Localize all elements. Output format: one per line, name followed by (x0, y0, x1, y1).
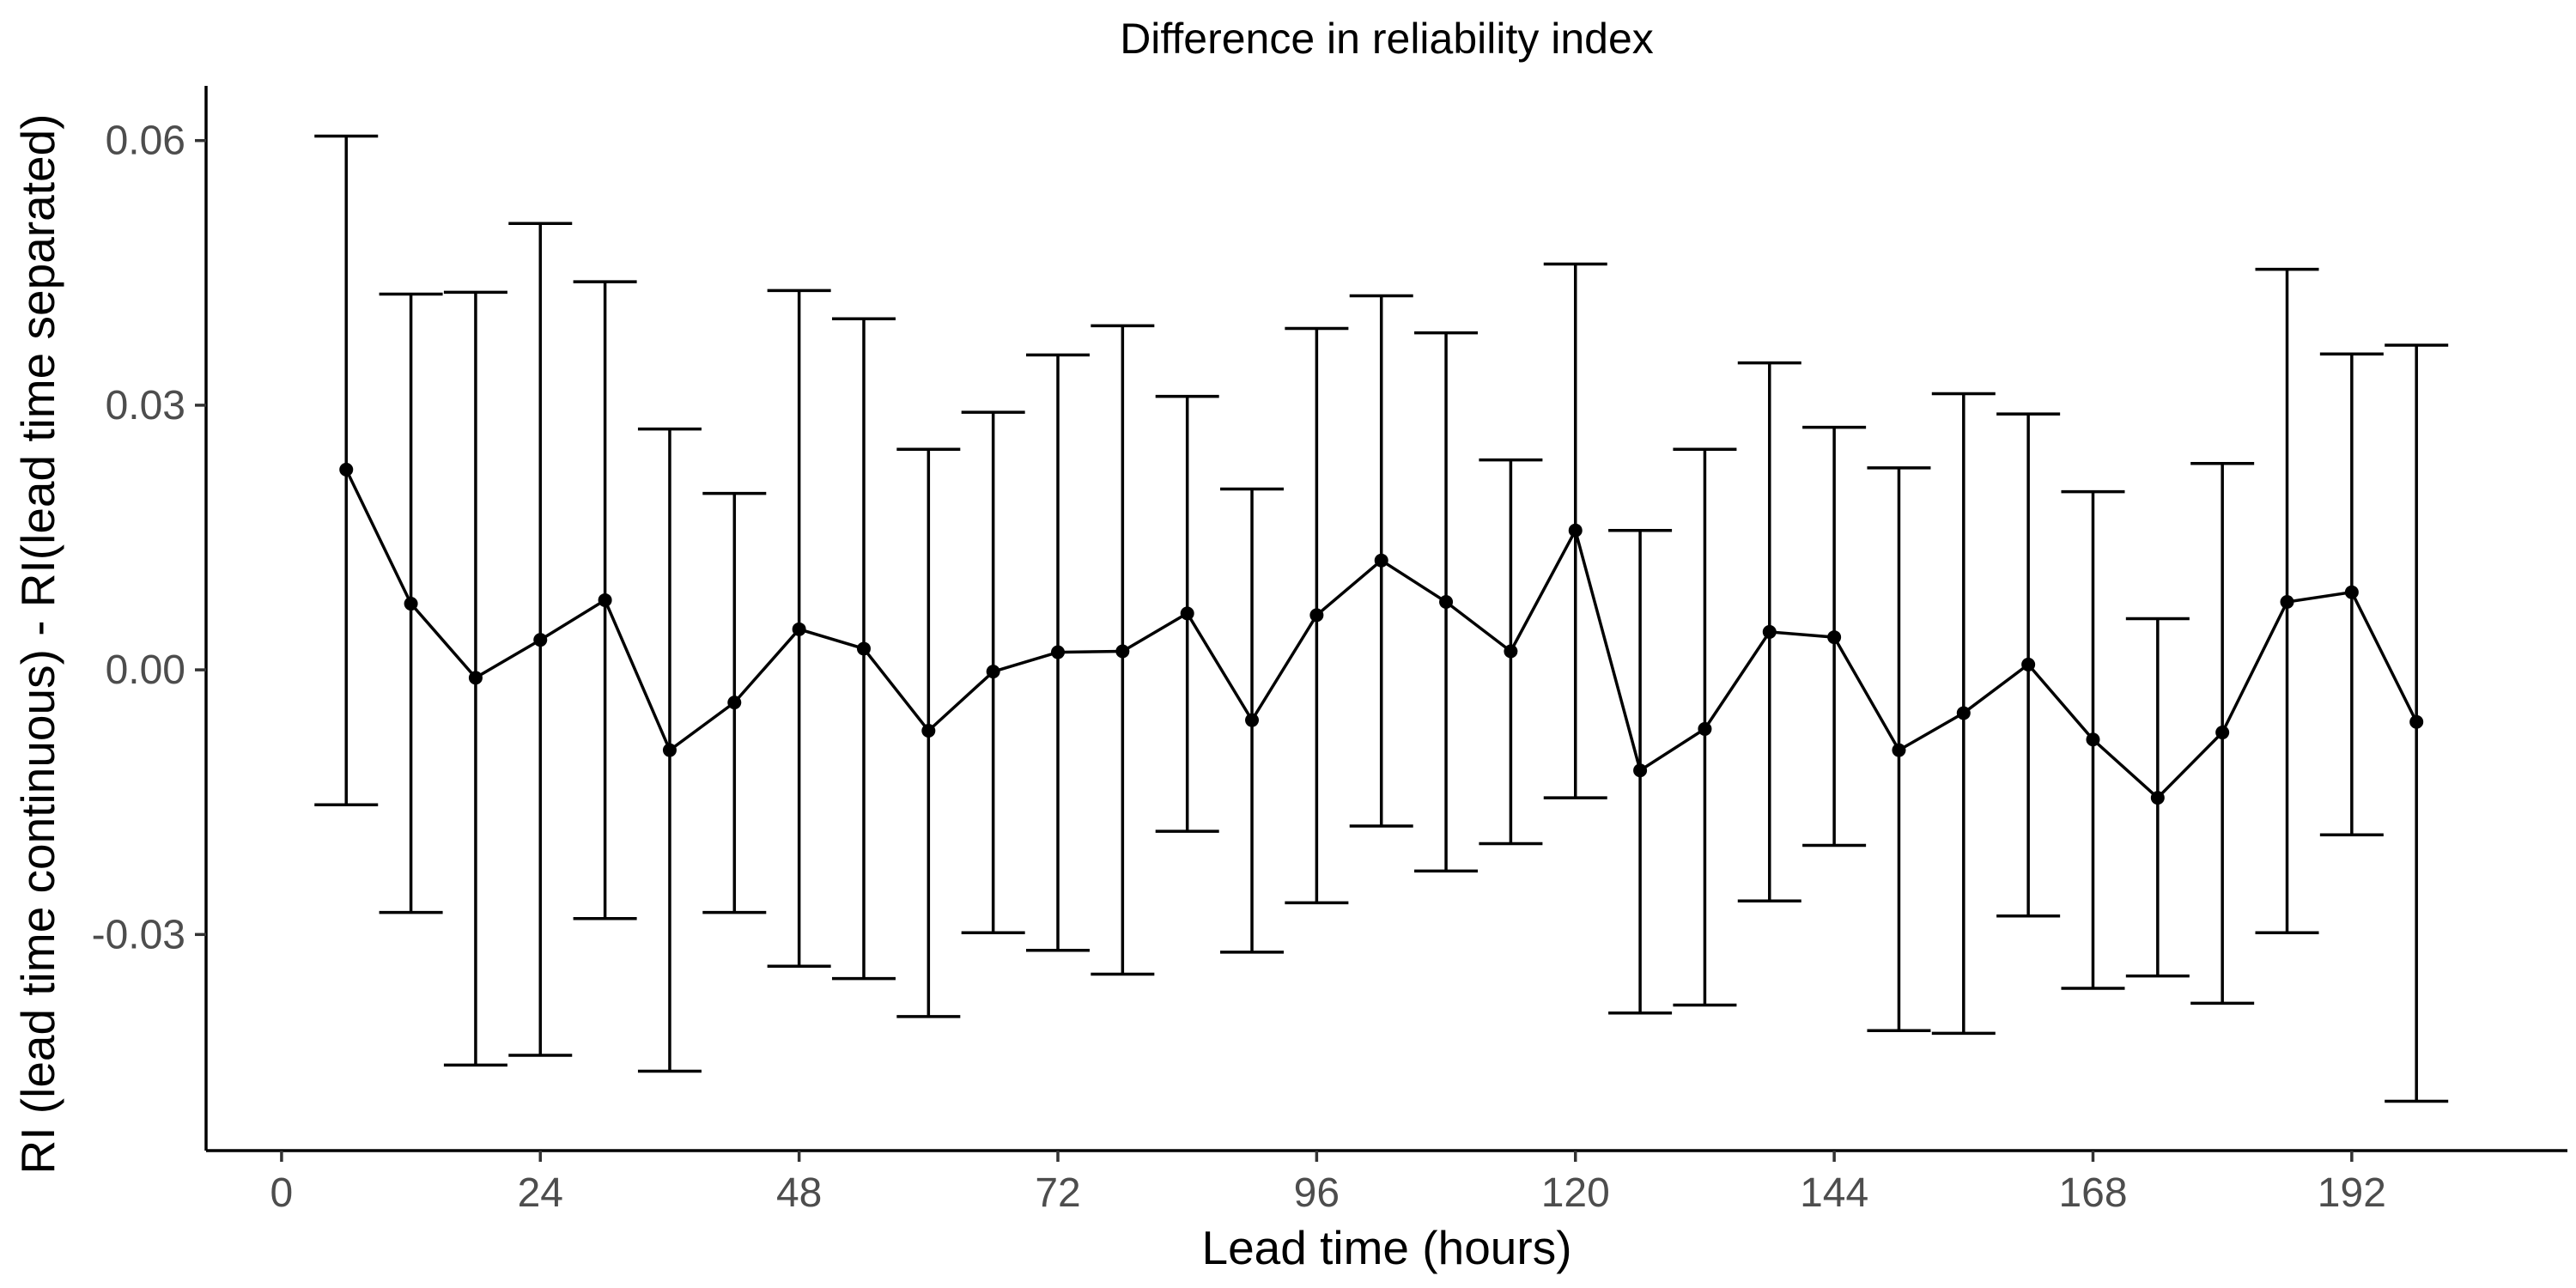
data-point (1374, 553, 1388, 568)
data-point (1698, 721, 1712, 736)
data-point (1568, 523, 1583, 538)
x-tick-label: 168 (2058, 1170, 2127, 1216)
data-point (2280, 594, 2294, 609)
data-point (1827, 630, 1842, 645)
data-point (662, 743, 677, 757)
data-point (1309, 608, 1324, 623)
x-tick-label: 48 (776, 1170, 822, 1216)
data-point (2150, 791, 2165, 805)
data-point (533, 633, 548, 647)
data-point (1180, 606, 1194, 621)
x-tick-label: 24 (518, 1170, 563, 1216)
data-point (339, 462, 354, 477)
x-tick-label: 96 (1294, 1170, 1340, 1216)
axes: 0.06 0.03 0.00 -0.03 0 24 48 72 96 120 144 168 192 (92, 86, 2567, 1216)
data-marks (314, 134, 2449, 1103)
y-tick-label: 0.06 (106, 118, 185, 164)
y-tick-label: -0.03 (92, 912, 185, 957)
data-point (1245, 713, 1260, 727)
data-point (2344, 585, 2359, 599)
data-point (468, 671, 483, 685)
data-point (986, 665, 1000, 679)
x-tick-label: 72 (1035, 1170, 1080, 1216)
data-point (856, 641, 871, 656)
data-point (1633, 763, 1648, 778)
y-tick-label: 0.00 (106, 647, 185, 693)
data-point (1115, 644, 1130, 659)
y-axis-title: RI (lead time continuous) - RI(lead time… (11, 114, 64, 1175)
data-point (1956, 706, 1971, 720)
data-point (1051, 645, 1066, 659)
data-point (2409, 714, 2424, 729)
data-point (2086, 732, 2100, 747)
data-point (2215, 726, 2230, 740)
data-point (1504, 644, 1518, 659)
x-tick-label: 192 (2318, 1170, 2386, 1216)
data-point (404, 597, 418, 611)
data-point (1892, 743, 1906, 757)
chart-title: Difference in reliability index (1120, 15, 1654, 63)
data-point (727, 696, 742, 710)
data-point (792, 622, 806, 636)
data-point (1762, 624, 1777, 639)
x-tick-label: 120 (1541, 1170, 1610, 1216)
data-point (598, 592, 612, 607)
x-tick-label: 0 (270, 1170, 294, 1216)
y-tick-label: 0.03 (106, 383, 185, 428)
data-point (2021, 657, 2036, 671)
data-point (921, 723, 936, 738)
x-axis-title: Lead time (hours) (1201, 1221, 1571, 1274)
x-tick-label: 144 (1800, 1170, 1868, 1216)
data-point (1439, 594, 1454, 609)
